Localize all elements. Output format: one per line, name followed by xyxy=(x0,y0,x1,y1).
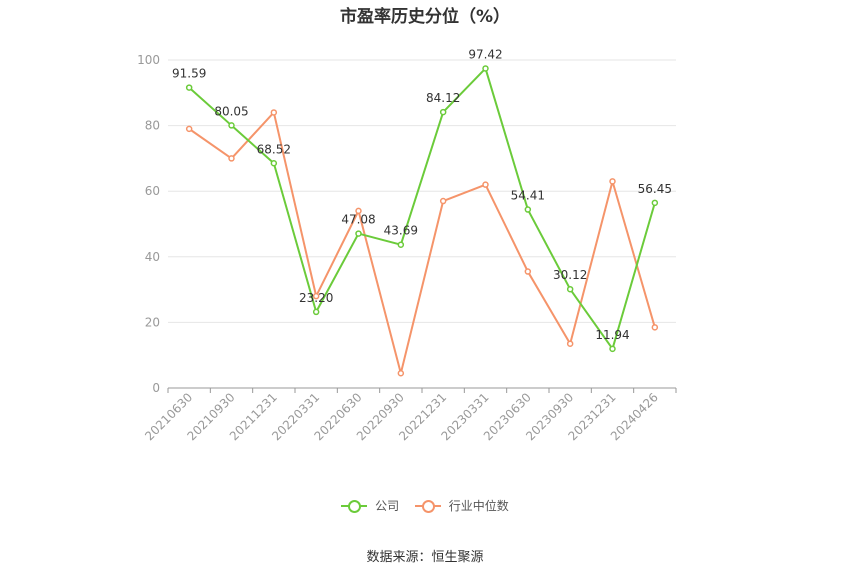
data-label: 23.20 xyxy=(299,291,333,305)
data-point-industry-median xyxy=(312,292,320,300)
legend-item-company[interactable]: 公司 xyxy=(341,497,399,514)
data-point-company xyxy=(609,345,616,353)
data-point-company xyxy=(439,108,447,116)
series-line-industry-median xyxy=(188,111,656,375)
data-label: 84.12 xyxy=(426,91,460,105)
data-source: 数据来源：恒生聚源 xyxy=(366,550,484,565)
y-tick-label: 20 xyxy=(145,315,160,329)
data-label: 97.42 xyxy=(468,47,502,61)
data-point-company xyxy=(566,285,574,293)
data-point-company xyxy=(355,230,362,237)
y-tick-label: 40 xyxy=(145,250,160,264)
data-point-industry-median xyxy=(228,155,235,162)
legend-label-industry-median: 行业中位数 xyxy=(448,499,509,513)
data-label: 43.69 xyxy=(384,224,418,238)
data-point-company xyxy=(397,241,405,248)
data-point-company xyxy=(482,65,489,72)
data-point-company xyxy=(270,160,278,167)
data-point-company xyxy=(185,84,193,91)
data-point-industry-median xyxy=(566,340,574,347)
data-point-company xyxy=(651,199,659,207)
data-point-industry-median xyxy=(609,178,616,185)
chart-title: 市盈率历史分位（%） xyxy=(339,7,511,27)
data-point-company xyxy=(312,308,320,316)
data-point-industry-median xyxy=(355,207,362,215)
data-label: 47.08 xyxy=(341,213,375,227)
data-point-industry-median xyxy=(482,181,489,188)
data-label: 68.52 xyxy=(257,142,291,156)
data-label: 91.59 xyxy=(172,67,206,81)
data-point-company xyxy=(228,122,235,129)
legend-label-company: 公司 xyxy=(375,499,400,513)
legend-marker-industry-median xyxy=(414,499,441,513)
data-label: 80.05 xyxy=(214,104,248,118)
y-tick-label: 100 xyxy=(137,53,160,67)
legend-marker-company xyxy=(341,499,368,513)
data-point-industry-median xyxy=(397,369,405,377)
legend: 公司 行业中位数 xyxy=(0,497,850,514)
y-tick-label: 0 xyxy=(152,381,160,395)
data-point-industry-median xyxy=(270,109,278,116)
data-point-industry-median xyxy=(185,125,193,133)
y-tick-label: 60 xyxy=(145,184,160,198)
data-point-industry-median xyxy=(524,268,532,275)
series-line-company xyxy=(188,67,656,350)
data-point-industry-median xyxy=(651,324,659,331)
data-label: 30.12 xyxy=(553,268,587,282)
data-point-company xyxy=(524,206,532,213)
legend-item-industry-median[interactable]: 行业中位数 xyxy=(414,497,509,514)
y-tick-label: 80 xyxy=(145,119,160,133)
data-point-industry-median xyxy=(439,197,447,205)
data-label: 56.45 xyxy=(638,182,672,196)
data-label: 54.41 xyxy=(511,189,545,203)
data-label: 11.94 xyxy=(595,328,629,342)
